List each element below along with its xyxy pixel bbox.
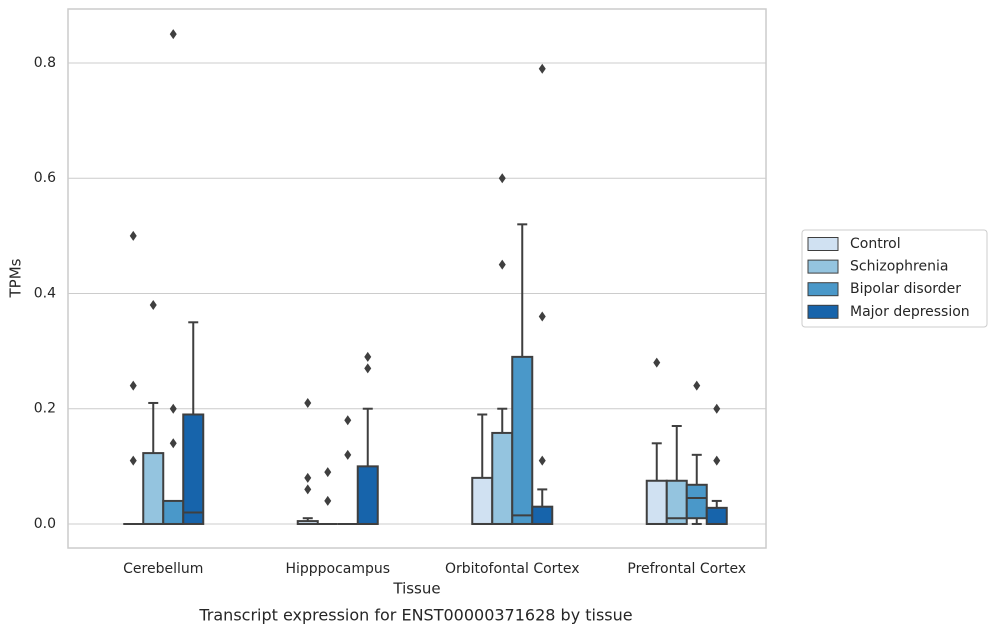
y-tick-label: 0.6 xyxy=(34,170,56,186)
outlier xyxy=(693,380,701,391)
outlier xyxy=(129,455,137,466)
box xyxy=(491,431,514,525)
outlier xyxy=(129,380,137,391)
chart-title: Transcript expression for ENST0000037162… xyxy=(198,606,632,625)
box xyxy=(471,476,494,525)
outlier xyxy=(713,455,721,466)
legend-box xyxy=(801,229,988,328)
legend-swatch xyxy=(807,259,839,274)
y-tick-label: 0.0 xyxy=(34,516,56,532)
box xyxy=(531,505,554,525)
y-tick-label: 0.4 xyxy=(34,285,56,301)
legend-swatch xyxy=(807,304,839,319)
y-tick-label: 0.2 xyxy=(34,401,56,417)
box xyxy=(705,506,728,525)
outlier xyxy=(538,63,546,74)
outlier xyxy=(324,467,332,478)
outlier xyxy=(304,472,312,483)
box xyxy=(142,452,165,525)
outlier xyxy=(304,397,312,408)
outlier xyxy=(344,415,352,426)
legend-label: Control xyxy=(850,236,901,252)
outlier xyxy=(324,495,332,506)
legend-label: Schizophrenia xyxy=(850,259,948,275)
outlier xyxy=(538,455,546,466)
outlier xyxy=(169,438,177,449)
outlier xyxy=(304,484,312,495)
legend-label: Major depression xyxy=(850,304,970,320)
outlier xyxy=(364,363,372,374)
outlier xyxy=(129,230,137,241)
outlier xyxy=(149,300,157,311)
x-tick-label: Prefrontal Cortex xyxy=(627,561,746,577)
x-tick-label: Cerebellum xyxy=(123,561,203,577)
y-axis-label: TPMs xyxy=(7,258,25,298)
outlier xyxy=(498,259,506,270)
outlier xyxy=(344,449,352,460)
outlier xyxy=(169,403,177,414)
y-tick-label: 0.8 xyxy=(34,55,56,71)
outlier xyxy=(498,173,506,184)
plot-frame xyxy=(67,8,767,549)
outlier xyxy=(653,357,661,368)
box xyxy=(162,499,185,525)
x-axis-label: Tissue xyxy=(392,580,440,598)
outlier xyxy=(364,351,372,362)
box xyxy=(685,483,708,520)
x-tick-label: Hipppocampus xyxy=(285,561,390,577)
box xyxy=(356,465,379,525)
legend-label: Bipolar disorder xyxy=(850,281,961,297)
x-tick-label: Orbitofontal Cortex xyxy=(445,561,580,577)
legend-swatch xyxy=(807,237,839,251)
legend-swatch xyxy=(807,282,839,297)
box xyxy=(511,355,534,525)
outlier xyxy=(538,311,546,322)
outlier xyxy=(713,403,721,414)
outlier xyxy=(169,29,177,40)
box xyxy=(645,479,668,525)
box xyxy=(182,413,205,525)
